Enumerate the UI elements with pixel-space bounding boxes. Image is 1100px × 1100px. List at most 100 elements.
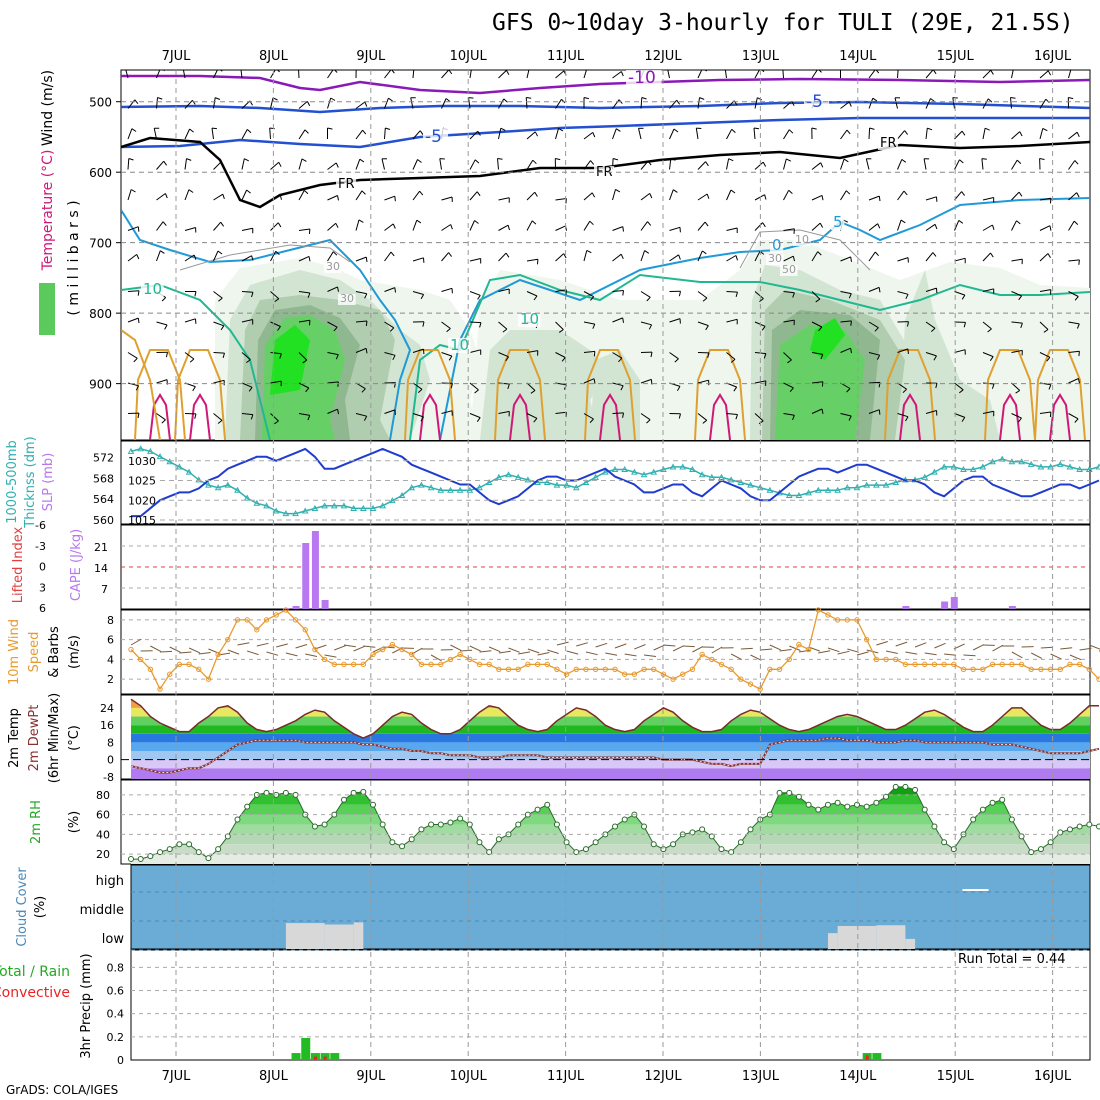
wind-barb-flag	[959, 159, 964, 164]
wind-barb-flag	[589, 220, 594, 226]
contour-label-bg	[831, 215, 845, 230]
thickness-axis-label-2: Thicknss (dm)	[23, 436, 38, 528]
wind10m-marker	[602, 666, 609, 672]
wind-barb-flag	[279, 194, 282, 200]
wind10m-marker	[776, 666, 783, 672]
wind-barb-flag	[586, 249, 592, 254]
wind-barb	[469, 159, 476, 170]
wind-barb-flag	[307, 415, 311, 421]
wind-barb	[783, 129, 790, 140]
wind-barb	[840, 129, 848, 140]
wind-barb	[925, 410, 937, 414]
wind-barb-flag	[472, 67, 477, 69]
wind-barb-flag	[1047, 70, 1052, 76]
wind10m-barb	[198, 652, 211, 655]
page-title: GFS 0~10day 3-hourly for TULI (29E, 21.5…	[492, 10, 1074, 36]
precip-tick-label: 0.8	[107, 961, 125, 974]
wind-barb	[1039, 253, 1049, 262]
thickness-marker	[350, 504, 357, 511]
wind-barb	[498, 288, 510, 292]
thickness-marker	[543, 478, 551, 485]
wind-barb	[724, 70, 727, 79]
wind-barb	[498, 128, 502, 140]
wind-barb-flag	[474, 220, 479, 224]
wind-barb-flag	[530, 390, 536, 394]
wind-barb	[982, 98, 989, 109]
wind-barb	[783, 228, 795, 231]
wind-barb	[497, 158, 499, 170]
precip-convective-bar	[865, 1055, 869, 1060]
rh-marker	[205, 855, 212, 862]
wind-barb	[811, 381, 823, 384]
rh-marker	[157, 849, 164, 856]
rh-marker	[428, 821, 435, 828]
wind-barb	[355, 320, 368, 323]
wind-barb-flag	[419, 130, 424, 136]
wind-barb	[127, 128, 133, 140]
slp-tick-label: 1030	[128, 455, 156, 468]
wind-barb-flag	[561, 357, 566, 362]
rh-marker	[854, 801, 860, 808]
wind10m-barb	[169, 646, 181, 653]
wind-barb-flag	[848, 415, 852, 421]
wind10m-barb	[934, 642, 946, 649]
wind-barb	[441, 352, 453, 357]
rh-tick-label: 20	[96, 848, 110, 861]
wind-barb	[667, 70, 670, 79]
wind-barb-flag	[392, 223, 396, 229]
wind10m-barb	[905, 651, 918, 655]
rh-marker	[931, 823, 938, 830]
rh-marker	[970, 816, 977, 823]
wind-barb	[783, 158, 787, 170]
wind-barb	[669, 226, 681, 231]
wind-barb	[697, 97, 700, 109]
wind-barb-flag	[332, 251, 338, 256]
wind-barb-flag	[505, 252, 510, 258]
wind-barb-flag	[364, 101, 368, 107]
wind-barb-flag	[327, 127, 333, 130]
thickness-marker	[447, 486, 454, 493]
wind-barb-flag	[450, 383, 453, 389]
wind-barb	[982, 224, 993, 231]
wind-barb-flag	[1016, 220, 1021, 225]
rh-marker	[360, 788, 367, 795]
time-label-top: 10JUL	[450, 49, 488, 64]
wind-barb	[412, 291, 424, 295]
wind10m-marker	[1096, 676, 1100, 682]
wind10m-barb	[634, 644, 646, 650]
wind-barb-flag	[984, 127, 990, 131]
wind-barb-flag	[934, 224, 938, 230]
thickness-axis-label-1: 1000-500mb	[5, 440, 20, 524]
wind-barb-flag	[590, 160, 595, 165]
wind10m-marker	[273, 612, 279, 618]
wind-barb	[410, 97, 414, 109]
wind10m-barb	[779, 649, 792, 652]
wind-barb	[241, 129, 248, 140]
wind-barb-flag	[650, 352, 653, 358]
wind-barb	[412, 130, 421, 140]
wind-barb-flag	[137, 290, 140, 296]
wind10m-marker	[1076, 661, 1083, 668]
wind-barb	[327, 70, 334, 79]
wind-barb	[213, 413, 223, 421]
wind-barb	[726, 352, 736, 360]
wind-barb-flag	[990, 70, 994, 75]
wind-barb-flag	[618, 357, 623, 363]
wind-barb-flag	[160, 250, 165, 254]
wind-barb-flag	[251, 292, 254, 298]
wind-barb	[156, 97, 158, 109]
wind-barb-flag	[705, 325, 709, 331]
wind-barb-flag	[189, 358, 195, 363]
wind-barb-flag	[1042, 127, 1048, 132]
wind-barb-flag	[961, 417, 966, 422]
wind-barb-flag	[1010, 97, 1016, 99]
wind-barb	[270, 161, 280, 170]
wind-barb	[469, 191, 478, 201]
wind10m-marker	[341, 661, 347, 668]
wind-barb	[669, 352, 679, 360]
wind-barb-flag	[616, 128, 621, 132]
thickness-marker	[379, 502, 387, 509]
wind-barb	[612, 412, 624, 414]
wind-barb	[469, 130, 479, 140]
wind10m-marker	[631, 671, 638, 677]
